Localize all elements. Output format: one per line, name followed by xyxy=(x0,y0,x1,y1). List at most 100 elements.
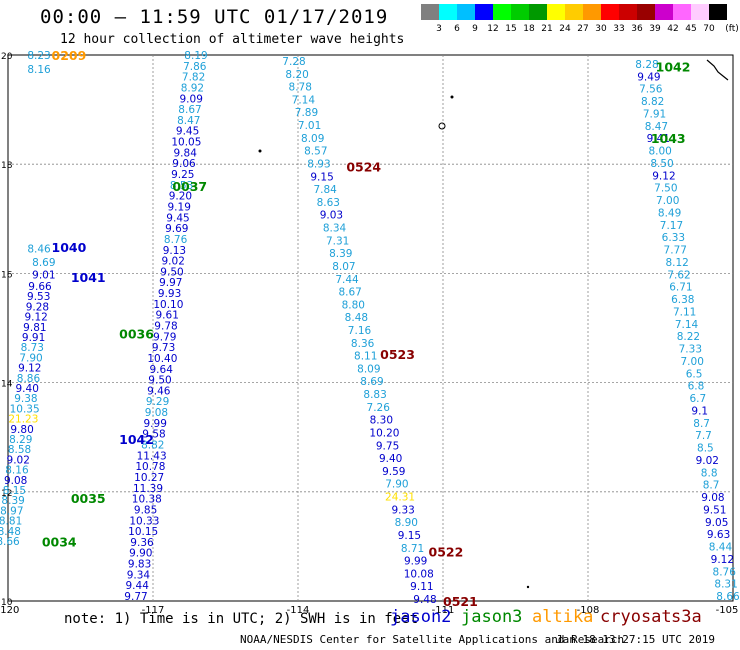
wave-height-value: 7.17 xyxy=(660,220,683,232)
longitude-label: -105 xyxy=(716,605,739,616)
wave-height-value: 9.08 xyxy=(4,475,27,487)
legend-swatch xyxy=(655,4,673,20)
legend-label: 18 xyxy=(523,24,535,34)
wave-height-value: 7.14 xyxy=(292,94,316,106)
legend-label: 12 xyxy=(487,24,499,34)
wave-height-value: 10.38 xyxy=(132,494,162,506)
wave-height-value: 8.16 xyxy=(5,465,29,477)
pass-time-label: 1041 xyxy=(71,270,106,285)
wave-height-value: 9.59 xyxy=(382,466,405,478)
wave-height-value: 9.08 xyxy=(145,407,168,419)
wave-height-value: 9.80 xyxy=(10,424,33,436)
longitude-label: -117 xyxy=(142,605,165,616)
wave-height-value: 10.27 xyxy=(134,472,164,484)
wave-height-value: 9.34 xyxy=(127,569,151,581)
wave-height-value: 9.93 xyxy=(158,288,181,300)
wave-height-value: 9.20 xyxy=(169,191,192,203)
wave-height-value: 7.44 xyxy=(335,274,359,286)
legend-label: 36 xyxy=(631,24,643,34)
legend-swatch xyxy=(637,4,655,20)
legend-swatch xyxy=(709,4,727,20)
wave-height-value: 7.89 xyxy=(295,107,318,119)
legend-swatch xyxy=(601,4,619,20)
wave-height-value: 9.45 xyxy=(166,212,189,224)
wave-height-value: 8.78 xyxy=(289,82,312,94)
pass-time-label: 0209 xyxy=(52,48,87,63)
wave-height-value: 9.41 xyxy=(647,133,670,145)
wave-height-value: 8.71 xyxy=(401,543,424,555)
wave-height-value: 9.12 xyxy=(24,312,47,324)
latitude-label: 12 xyxy=(1,489,12,499)
legend-swatch xyxy=(619,4,637,20)
wave-height-value: 8.47 xyxy=(645,121,668,133)
legend-swatch xyxy=(475,4,493,20)
wave-height-value: 9.11 xyxy=(410,581,433,593)
pass-time-label: 0034 xyxy=(42,534,77,549)
pass-time-label: 0521 xyxy=(443,594,478,609)
wave-height-value: 8.97 xyxy=(0,505,23,517)
wave-height-value: 6.5 xyxy=(686,368,703,380)
wave-height-value: 8.39 xyxy=(1,495,24,507)
wave-height-value: 6.38 xyxy=(671,294,694,306)
wave-height-value: 8.23 xyxy=(27,50,50,62)
wave-height-value: 9.25 xyxy=(171,169,194,181)
longitude-label: -120 xyxy=(0,605,19,616)
wave-height-value: 9.40 xyxy=(16,383,39,395)
wave-height-value: 9.45 xyxy=(176,126,199,138)
pass-time-label: 1042 xyxy=(119,432,154,447)
wave-height-value: 8.8 xyxy=(701,467,718,479)
wave-height-value: 9.12 xyxy=(652,170,675,182)
wave-height-value: 7.31 xyxy=(326,235,349,247)
wave-height-value: 8.12 xyxy=(665,257,688,269)
wave-height-value: 7.86 xyxy=(183,61,207,73)
wave-height-value: 9.50 xyxy=(148,375,171,387)
wave-height-value: 9.1 xyxy=(691,405,708,417)
wave-height-value: 9.08 xyxy=(701,492,724,504)
wave-height-value: 11.39 xyxy=(133,483,163,495)
wave-height-value: 9.91 xyxy=(22,332,45,344)
wave-height-value: 7.90 xyxy=(385,479,408,491)
wave-height-value: 7.90 xyxy=(19,352,42,364)
wave-height-value: 9.73 xyxy=(152,342,175,354)
longitude-label: -108 xyxy=(577,605,600,616)
wave-height-value: 8.15 xyxy=(3,485,26,497)
legend-label: 42 xyxy=(667,24,679,34)
legend-label: 39 xyxy=(649,24,661,34)
wave-height-value: 9.15 xyxy=(310,171,333,183)
wave-height-value: 7.91 xyxy=(643,108,666,120)
legend-label: 3 xyxy=(436,24,442,34)
coastline xyxy=(706,59,729,81)
wave-height-value: 9.75 xyxy=(376,440,399,452)
wave-height-value: 8.44 xyxy=(709,542,733,554)
legend-label: 70 xyxy=(703,24,715,34)
wave-height-value: 9.49 xyxy=(637,71,660,83)
wave-height-value: 8.50 xyxy=(650,158,673,170)
wave-height-value: 8.92 xyxy=(181,82,204,94)
wave-height-value: 9.81 xyxy=(23,322,46,334)
island-marker xyxy=(438,122,446,130)
wave-height-value: 9.38 xyxy=(14,393,37,405)
wave-height-value: 9.90 xyxy=(129,548,152,560)
wave-height-value: 9.77 xyxy=(124,591,147,603)
wave-height-value: 8.30 xyxy=(370,415,393,427)
wave-height-value: 10.05 xyxy=(171,137,201,149)
wave-height-value: 8.09 xyxy=(301,133,324,145)
legend-label: 27 xyxy=(577,24,589,34)
island-marker xyxy=(450,95,454,99)
wave-height-value: 8.48 xyxy=(345,312,368,324)
wave-height-value: 9.29 xyxy=(146,396,169,408)
wave-height-value: 9.09 xyxy=(180,93,203,105)
wave-height-value: 9.40 xyxy=(379,453,402,465)
wave-height-value: 9.63 xyxy=(707,529,730,541)
latitude-label: 18 xyxy=(1,161,13,171)
wave-height-value: 8.48 xyxy=(0,526,21,538)
wave-height-value: 9.01 xyxy=(32,269,55,281)
wave-height-value: 9.50 xyxy=(160,266,183,278)
wave-height-value: 9.33 xyxy=(391,504,414,516)
wave-height-value: 7.11 xyxy=(673,306,696,318)
wave-height-value: 10.33 xyxy=(129,515,159,527)
wave-height-value: 10.35 xyxy=(10,403,40,415)
wave-height-value: 7.26 xyxy=(367,402,391,414)
legend-label: 21 xyxy=(541,24,553,34)
wave-height-value: 8.67 xyxy=(178,104,201,116)
